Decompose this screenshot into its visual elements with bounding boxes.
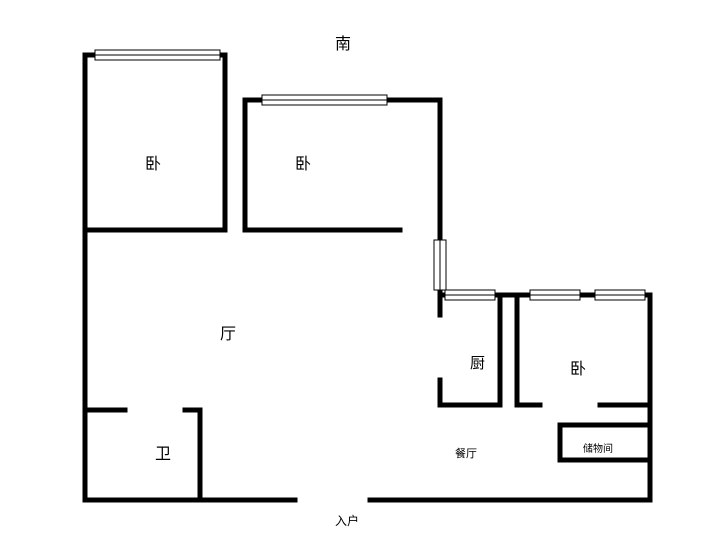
room-label-dining: 餐厅 [455,445,477,461]
room-label-bedroom-nw: 卧 [145,150,161,174]
room-label-kitchen: 厨 [470,352,485,373]
room-label-bath: 卫 [155,440,171,464]
floor-plan-svg [0,0,710,536]
room-label-bedroom-e: 卧 [570,355,586,379]
room-label-storage: 储物间 [583,440,613,455]
room-label-bedroom-n: 卧 [295,150,311,174]
compass-label: 南 [335,30,351,54]
entry-label: 入户 [335,512,359,529]
room-label-living: 厅 [220,320,236,344]
